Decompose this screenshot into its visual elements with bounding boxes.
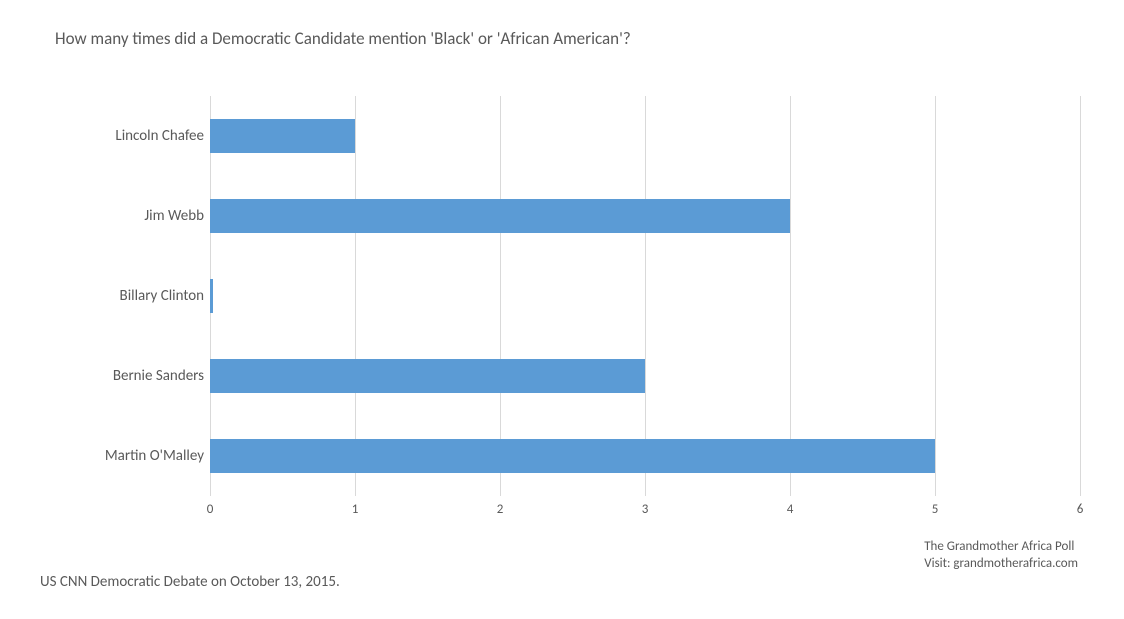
bar-row <box>210 96 1080 176</box>
x-tick-label: 6 <box>1077 502 1084 517</box>
chart-caption: US CNN Democratic Debate on October 13, … <box>40 573 340 591</box>
bar-row <box>210 336 1080 416</box>
gridline <box>1080 96 1081 496</box>
bar-row <box>210 256 1080 336</box>
bar <box>210 119 355 153</box>
source-line-1: The Grandmother Africa Poll <box>924 538 1078 556</box>
bar <box>210 199 790 233</box>
x-tick-label: 3 <box>642 502 649 517</box>
x-tick-label: 4 <box>787 502 794 517</box>
bar <box>210 439 935 473</box>
x-tick-label: 2 <box>497 502 504 517</box>
category-label: Martin O'Malley <box>4 416 204 496</box>
category-label: Jim Webb <box>4 176 204 256</box>
category-label: Billary Clinton <box>4 256 204 336</box>
category-label: Bernie Sanders <box>4 336 204 416</box>
bar-row <box>210 416 1080 496</box>
bar <box>210 359 645 393</box>
plot-area: 0123456 <box>210 96 1080 496</box>
bar-row <box>210 176 1080 256</box>
x-tick-label: 0 <box>207 502 214 517</box>
x-tick-label: 5 <box>932 502 939 517</box>
bar <box>210 279 213 313</box>
chart-title: How many times did a Democratic Candidat… <box>55 28 631 49</box>
chart-container: How many times did a Democratic Candidat… <box>0 0 1124 619</box>
category-label: Lincoln Chafee <box>4 96 204 176</box>
x-tick-label: 1 <box>352 502 359 517</box>
chart-source: The Grandmother Africa Poll Visit: grand… <box>924 538 1078 573</box>
source-line-2: Visit: grandmotherafrica.com <box>924 555 1078 573</box>
